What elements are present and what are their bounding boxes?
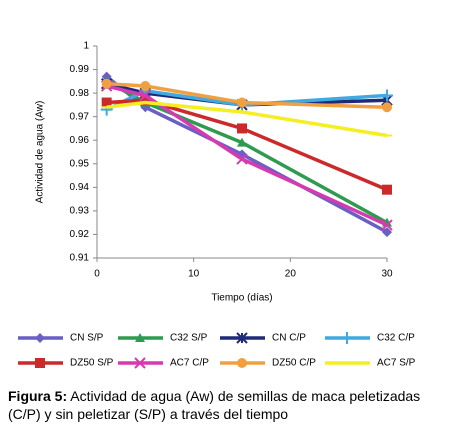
x-axis-label: Tiempo (días)	[211, 293, 272, 304]
y-tick-label: 0.98	[70, 88, 90, 99]
caption: Figura 5: Actividad de agua (Aw) de semi…	[8, 387, 448, 423]
y-tick-label: 1	[83, 41, 89, 52]
y-tick-label: 0.91	[70, 253, 90, 264]
marker	[381, 219, 393, 231]
x-tick-label: 20	[285, 269, 297, 280]
caption-label: Figura 5:	[8, 388, 68, 404]
marker	[35, 358, 45, 368]
marker	[382, 184, 392, 195]
y-tick-label: 0.95	[70, 158, 90, 169]
marker	[382, 227, 392, 238]
marker	[139, 89, 152, 102]
caption-text: Actividad de agua (Aw) de semillas de ma…	[8, 388, 421, 422]
marker	[140, 81, 151, 92]
marker	[35, 333, 45, 343]
y-axis-label: Actividad de agua (Aw)	[35, 101, 46, 204]
marker	[236, 332, 248, 344]
marker	[140, 95, 151, 106]
marker	[381, 89, 393, 102]
marker	[237, 123, 247, 134]
legend-label: CN S/P	[70, 333, 104, 344]
marker	[236, 153, 248, 165]
series-line	[106, 84, 388, 227]
marker	[237, 358, 247, 368]
legend-label: AC7 C/P	[170, 358, 209, 369]
y-tick-label: 0.97	[70, 111, 90, 122]
series-line	[106, 98, 388, 192]
y-tick-label: 0.94	[70, 182, 90, 193]
legend-label: DZ50 S/P	[70, 358, 114, 369]
marker	[341, 332, 353, 344]
legend-label: C32 S/P	[170, 333, 208, 344]
legend-label: C32 C/P	[377, 333, 415, 344]
marker	[134, 357, 146, 369]
x-tick-label: 0	[94, 269, 100, 280]
y-tick-label: 0.93	[70, 206, 90, 217]
marker	[382, 102, 392, 113]
marker	[101, 97, 112, 108]
y-tick-label: 0.99	[70, 64, 90, 75]
series-line	[106, 100, 388, 138]
y-tick-label: 0.96	[70, 135, 90, 146]
y-tick-label: 0.92	[70, 229, 90, 240]
series-line	[106, 81, 388, 109]
marker	[237, 137, 247, 147]
x-tick-label: 30	[381, 269, 393, 280]
legend-label: AC7 S/P	[377, 358, 416, 369]
marker	[101, 78, 112, 89]
x-tick-label: 10	[188, 269, 200, 280]
legend-label: CN C/P	[272, 333, 306, 344]
marker	[237, 97, 247, 108]
legend-label: DZ50 C/P	[272, 358, 316, 369]
chart: Actividad de agua (Aw) Tiempo (días) 0.9…	[18, 41, 416, 369]
marker	[135, 333, 145, 342]
